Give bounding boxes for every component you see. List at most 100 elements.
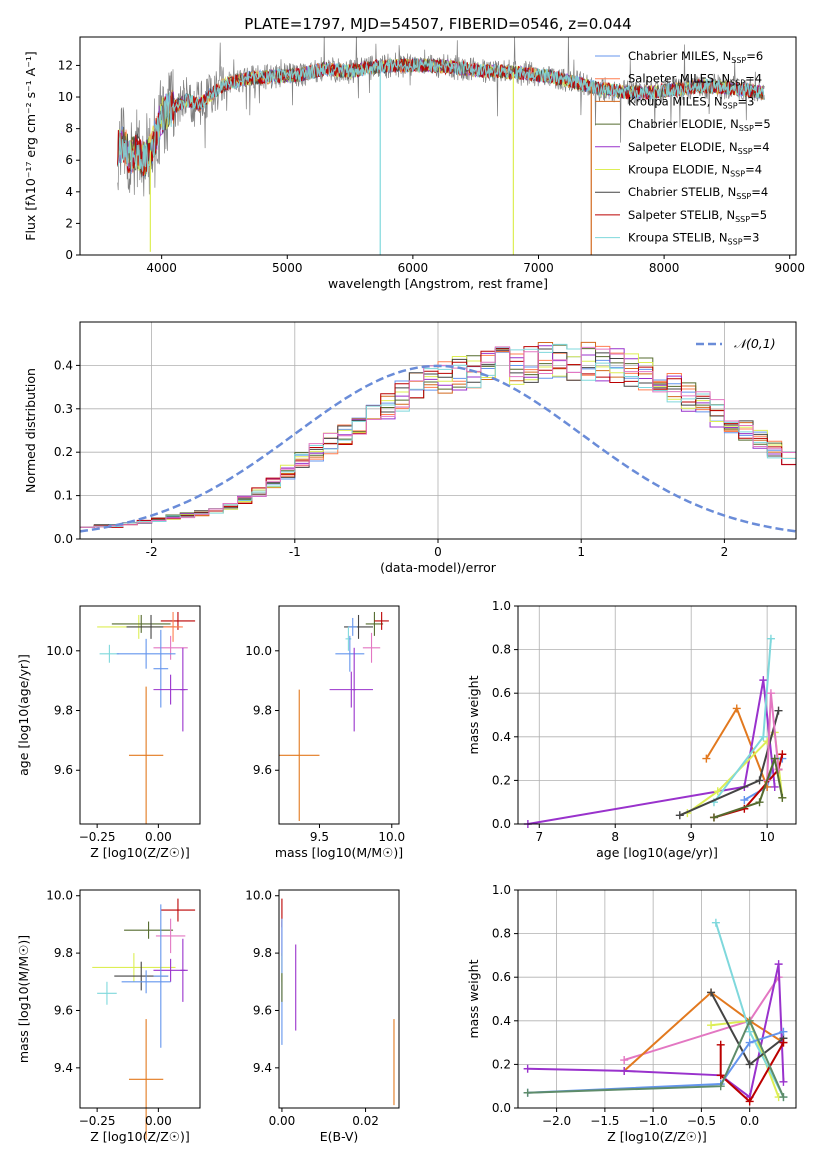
x-tick-label: -2 [146, 545, 158, 559]
y-tick-label: 0.8 [492, 643, 511, 657]
weight-marker [523, 1088, 532, 1097]
legend-label: Salpeter STELIB, NSSP=5 [628, 208, 767, 224]
y-tick-label: 6 [65, 153, 73, 167]
weight-marker [675, 811, 684, 820]
age_vs_Z-points [97, 611, 196, 824]
weight-marker [745, 1060, 754, 1069]
legend-label: Chabrier ELODIE, NSSP=5 [628, 117, 771, 133]
weight-marker [779, 1038, 788, 1047]
weight-marker [770, 754, 779, 763]
y-tick-label: 9.4 [54, 1061, 73, 1075]
y-tick-label: 10.0 [46, 644, 73, 658]
weight-marker [740, 796, 749, 805]
y-axis-label: mass weight [466, 675, 481, 754]
legend-label: Salpeter ELODIE, NSSP=4 [628, 140, 770, 156]
histogram-step [80, 346, 796, 539]
y-tick-label: 0.2 [492, 1057, 511, 1071]
y-tick-label: 0.2 [492, 773, 511, 787]
legend-label: 𝒩(0,1) [734, 336, 776, 351]
age_vs_mass-points [279, 611, 389, 822]
x-tick-label: 0.00 [269, 1114, 296, 1128]
x-tick-label: −0.25 [79, 1114, 116, 1128]
weight-marker [770, 782, 779, 791]
weight-marker [778, 793, 787, 802]
x-axis-label: age [log10(age/yr)] [596, 845, 718, 860]
x-tick-label: 1 [577, 545, 585, 559]
weight-marker [778, 750, 787, 759]
y-axis-label: age [log10(age/yr)] [16, 654, 31, 776]
spectrum-plot-area [117, 37, 765, 255]
chart-title: PLATE=1797, MJD=54507, FIBERID=0546, z=0… [244, 15, 631, 33]
x-tick-label: 10 [759, 830, 774, 844]
weight-marker [523, 1064, 532, 1073]
y-tick-label: 9.8 [54, 704, 73, 718]
weight-marker [716, 1040, 725, 1049]
y-tick-label: 0.0 [54, 532, 73, 546]
weight-marker [707, 1021, 716, 1030]
x-axis-label: Z [log10(Z/Z☉)] [90, 845, 190, 860]
y-tick-label: 8 [65, 122, 73, 136]
x-tick-label: 5000 [272, 261, 303, 275]
weight-marker [716, 1071, 725, 1080]
age_vs_Z-frame: −0.25 0.00 9.6 9.8 10.0 Z [log10(Z/Z☉)] age [l… [16, 605, 201, 860]
y-tick-label: 9.6 [54, 763, 73, 777]
weight-line [527, 1018, 785, 1098]
plot-frame [79, 36, 797, 256]
mass_vs_ebv-points [281, 898, 395, 1106]
y-tick-label: 0.4 [492, 1014, 511, 1028]
y-tick-label: 0.6 [492, 686, 511, 700]
x-tick-label: 9 [687, 830, 695, 844]
y-tick-label: 0.2 [54, 445, 73, 459]
y-tick-label: 10 [58, 90, 73, 104]
legend-label: Chabrier MILES, NSSP=6 [628, 49, 763, 65]
weight-marker [779, 1077, 788, 1086]
x-tick-label: 9000 [774, 261, 805, 275]
x-tick-label: 8 [611, 830, 619, 844]
x-axis-label: E(B-V) [320, 1129, 359, 1144]
y-tick-label: 9.4 [253, 1061, 272, 1075]
weight-marker [620, 1056, 629, 1065]
y-tick-label: 9.8 [253, 704, 272, 718]
weight-marker [774, 960, 783, 969]
y-tick-label: 10.0 [46, 889, 73, 903]
y-tick-label: 10.0 [245, 889, 272, 903]
weight-line [623, 991, 785, 1072]
x-tick-label: −0.25 [79, 830, 116, 844]
weight-line [719, 1042, 785, 1104]
plot-frame [79, 605, 201, 825]
y-tick-label: 1.0 [492, 599, 511, 613]
y-tick-label: 2 [65, 216, 73, 230]
weight_vs_age-lines [523, 634, 787, 828]
x-axis-label: mass [log10(M/M☉)] [275, 845, 403, 860]
plot-frame [278, 889, 400, 1109]
y-tick-label: 9.6 [253, 763, 272, 777]
y-tick-label: 0 [65, 248, 73, 262]
y-tick-label: 9.8 [54, 946, 73, 960]
x-tick-label: -1 [289, 545, 301, 559]
y-tick-label: 0.4 [492, 730, 511, 744]
mass_vs_Z-frame: −0.25 0.00 9.4 9.6 9.8 10.0 Z [log10(Z/Z☉)] mas… [16, 889, 201, 1144]
y-tick-label: 0.4 [54, 358, 73, 372]
y-tick-label: 12 [58, 58, 73, 72]
legend-label: Chabrier STELIB, NSSP=4 [628, 185, 768, 201]
mass_vs_Z-points [92, 898, 196, 1140]
weight-marker [774, 706, 783, 715]
y-tick-label: 9.8 [253, 946, 272, 960]
x-tick-label: 8000 [649, 261, 680, 275]
x-tick-label: 10.0 [378, 830, 405, 844]
y-tick-label: 0.1 [54, 489, 73, 503]
weight-marker [716, 1082, 725, 1091]
weight-marker [779, 1093, 788, 1102]
y-tick-label: 4 [65, 185, 73, 199]
x-tick-label: 4000 [146, 261, 177, 275]
x-axis-label: Z [log10(Z/Z☉)] [607, 1129, 707, 1144]
legend-label: Kroupa MILES, NSSP=3 [628, 94, 754, 110]
weight_vs_Z-lines [523, 918, 788, 1106]
legend-label: Kroupa STELIB, NSSP=3 [628, 231, 759, 247]
weight-line [713, 754, 784, 819]
x-tick-label: −1.5 [590, 1114, 619, 1128]
weight-marker [779, 1027, 788, 1036]
x-tick-label: 0 [434, 545, 442, 559]
